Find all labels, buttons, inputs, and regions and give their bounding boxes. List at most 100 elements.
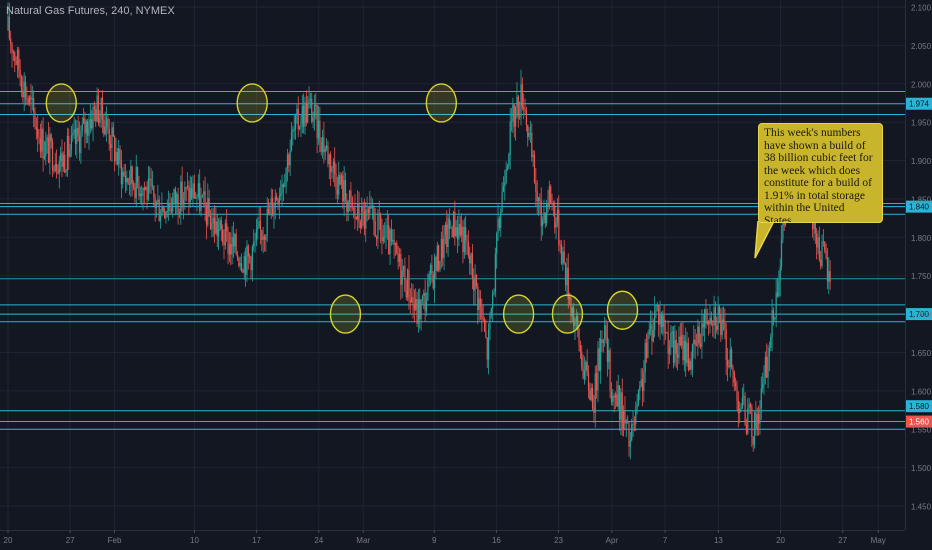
candle-body (820, 259, 822, 267)
candle-body (543, 212, 545, 221)
candle-body (323, 137, 325, 153)
candle-body (281, 184, 283, 194)
price-axis[interactable]: 1.450 1.500 1.550 1.600 1.650 1.700 1.750 1.800… (911, 4, 932, 512)
candle-body (575, 316, 577, 322)
candle-body (513, 104, 515, 127)
candle-body (425, 299, 428, 312)
candle-body (189, 188, 191, 203)
candle-body (663, 315, 665, 334)
candle-body (209, 216, 212, 230)
candle-body (768, 347, 770, 357)
candle-body (254, 240, 256, 242)
candle-body (51, 141, 54, 171)
candle-body (272, 197, 274, 216)
candle-body (662, 315, 664, 328)
candle-body (208, 198, 210, 217)
candle-body (609, 350, 611, 392)
candle-body (474, 274, 476, 291)
candle-body (589, 390, 591, 400)
candle-body (451, 227, 453, 238)
candle-body (104, 126, 106, 135)
candle-body (654, 311, 656, 331)
candle-body (392, 239, 394, 242)
x-tick-label: 7 (663, 536, 668, 545)
candle-body (494, 253, 496, 292)
candle-body (766, 356, 768, 378)
candle-body (520, 84, 522, 118)
candle-body (351, 197, 353, 208)
candle-body (566, 267, 568, 286)
candle-body (558, 209, 560, 245)
candle-body (446, 224, 448, 247)
candle-body (127, 178, 129, 184)
candle-body (382, 236, 384, 242)
candle-body (120, 160, 122, 185)
candle-body (633, 423, 635, 425)
candle-body (685, 341, 687, 364)
candle-body (247, 245, 249, 257)
candle-body (478, 298, 480, 310)
candle-body (600, 338, 602, 371)
candle-body (656, 305, 658, 307)
candle-body (253, 241, 255, 247)
candle-body (624, 410, 626, 424)
candle-body (370, 205, 372, 209)
candle-body (772, 310, 775, 320)
level-price-tag (906, 200, 932, 213)
candle-body (408, 269, 410, 300)
candle-body (736, 386, 738, 401)
candle-body (450, 227, 452, 229)
candle-body (552, 203, 554, 205)
level-price-tag (906, 308, 932, 321)
chart-title: Natural Gas Futures, 240, NYMEX (6, 5, 175, 17)
candle-body (488, 329, 490, 360)
candle-body (429, 264, 432, 274)
y-tick-label: 2.100 (911, 4, 932, 13)
candle-body (447, 218, 449, 247)
candle-body (107, 118, 109, 130)
candle-body (687, 342, 689, 371)
y-tick-label: 1.950 (911, 119, 932, 128)
candle-body (276, 196, 278, 200)
candle-body (509, 121, 511, 155)
candle-body (159, 216, 162, 222)
candle-body (782, 218, 784, 240)
candle-body (97, 95, 100, 124)
candle-body (197, 183, 199, 197)
candle-body (748, 404, 750, 409)
pivot-marker-circle (425, 83, 458, 123)
candle-body (12, 52, 14, 54)
x-tick-label: 10 (190, 536, 199, 545)
candle-body (540, 200, 542, 227)
candle-body (402, 265, 405, 271)
candle-body (455, 227, 457, 237)
candle-body (679, 336, 681, 346)
y-tick-label: 1.450 (911, 503, 932, 512)
candle-body (155, 201, 158, 208)
candle-body (614, 394, 617, 398)
candle-body (618, 385, 621, 420)
candle-body (62, 154, 64, 167)
time-axis[interactable]: 20 27 Feb 10 17 24 Mar 9 16 23 Apr 7 13 20 27 May (4, 530, 886, 545)
pivot-marker-circle (329, 294, 362, 334)
candle-body (482, 318, 484, 320)
candle-body (261, 229, 263, 240)
candle-body (394, 243, 397, 246)
candle-body (400, 254, 402, 285)
candle-body (655, 305, 657, 312)
candle-body (728, 365, 730, 368)
callout-annotation[interactable]: This week's numbers have shown a build o… (758, 123, 883, 223)
candle-body (693, 339, 695, 345)
x-tick-label: 27 (66, 536, 75, 545)
y-tick-label: 1.800 (911, 234, 932, 243)
candle-body (344, 180, 347, 200)
candle-body (280, 193, 282, 196)
candle-body (821, 241, 823, 267)
candle-body (779, 266, 781, 282)
candle-body (816, 233, 818, 248)
candle-body (556, 209, 559, 223)
candle-body (610, 391, 613, 402)
candle-body (381, 228, 383, 242)
candle-body (227, 231, 229, 255)
